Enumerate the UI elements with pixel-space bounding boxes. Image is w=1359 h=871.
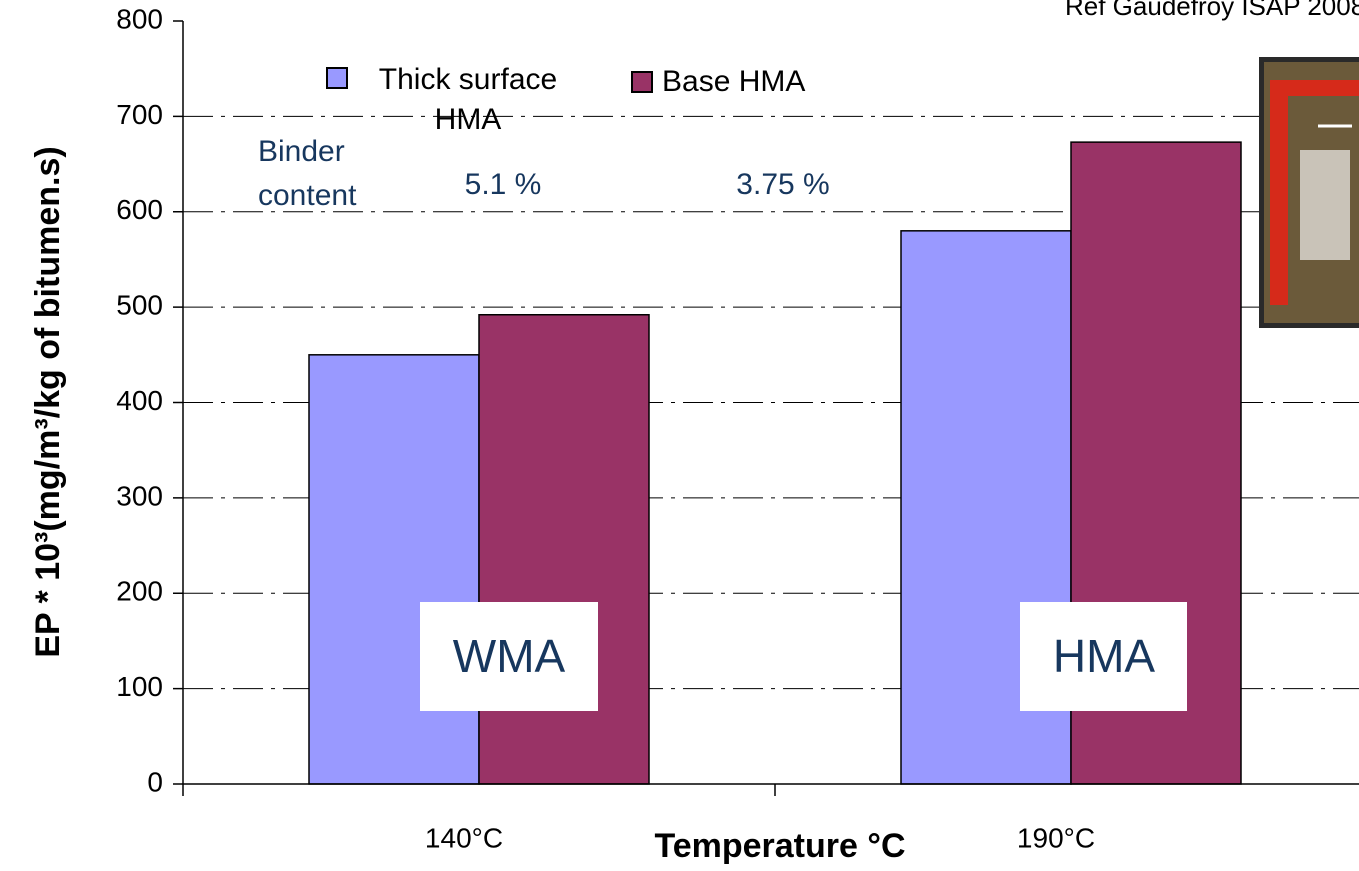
photo-frame — [1270, 80, 1288, 305]
y-tick-label: 400 — [116, 385, 163, 416]
y-tick-label: 600 — [116, 194, 163, 225]
y-tick-label: 200 — [116, 576, 163, 607]
y-tick-label: 500 — [116, 290, 163, 321]
label-box — [420, 602, 598, 711]
legend-label: Base HMA — [662, 65, 805, 98]
binder-value: 3.75 % — [736, 168, 829, 201]
group-label: WMA — [453, 630, 566, 682]
x-tick-label: 140°C — [425, 822, 503, 853]
x-tick-label: 190°C — [1017, 822, 1095, 853]
label-box — [1020, 602, 1187, 711]
bar — [478, 314, 650, 785]
group-label: HMA — [1053, 630, 1156, 682]
photo-frame — [1270, 80, 1359, 96]
chart-title: Ref Gaudefroy ISAP 2008 paper 1 — [1065, 0, 1359, 21]
y-tick-label: 700 — [116, 99, 163, 130]
y-tick-label: 0 — [147, 766, 163, 797]
legend-swatch — [326, 67, 348, 89]
y-tick-label: 800 — [116, 3, 163, 34]
binder-label: Binder content — [258, 135, 357, 212]
photo-drum — [1300, 150, 1350, 260]
binder-value: 5.1 % — [465, 168, 542, 201]
bar — [308, 354, 480, 785]
y-tick-label: 300 — [116, 480, 163, 511]
legend-label: Thick surface HMA — [378, 63, 558, 136]
y-tick-label: 100 — [116, 671, 163, 702]
y-axis-label: EP * 10³(mg/m³/kg of bitumen.s) — [29, 146, 67, 657]
x-axis-label: Temperature °C — [654, 827, 905, 865]
legend-swatch — [631, 71, 653, 93]
